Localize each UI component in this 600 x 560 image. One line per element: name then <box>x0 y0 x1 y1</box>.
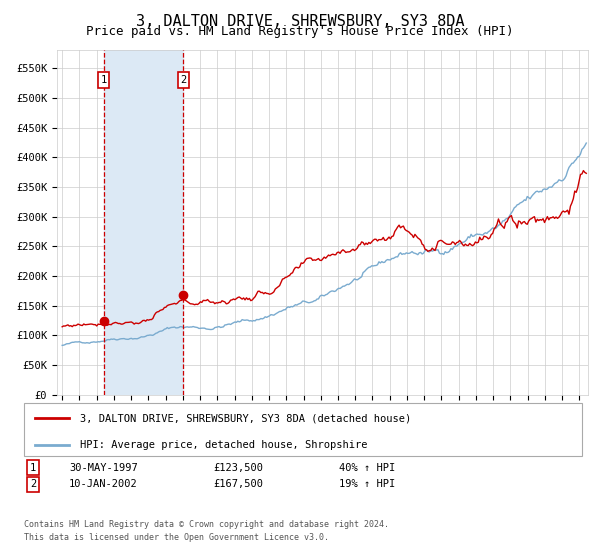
Text: Contains HM Land Registry data © Crown copyright and database right 2024.: Contains HM Land Registry data © Crown c… <box>24 520 389 529</box>
Text: 19% ↑ HPI: 19% ↑ HPI <box>339 479 395 489</box>
Text: 30-MAY-1997: 30-MAY-1997 <box>69 463 138 473</box>
Text: £167,500: £167,500 <box>213 479 263 489</box>
Bar <box>104 50 184 395</box>
Text: HPI: Average price, detached house, Shropshire: HPI: Average price, detached house, Shro… <box>80 440 367 450</box>
FancyBboxPatch shape <box>24 403 582 456</box>
Text: 10-JAN-2002: 10-JAN-2002 <box>69 479 138 489</box>
Text: 2: 2 <box>30 479 36 489</box>
Text: 1: 1 <box>30 463 36 473</box>
Text: 3, DALTON DRIVE, SHREWSBURY, SY3 8DA (detached house): 3, DALTON DRIVE, SHREWSBURY, SY3 8DA (de… <box>80 413 411 423</box>
Text: 1: 1 <box>101 75 107 85</box>
Text: 2: 2 <box>180 75 187 85</box>
Text: Price paid vs. HM Land Registry's House Price Index (HPI): Price paid vs. HM Land Registry's House … <box>86 25 514 38</box>
Text: 3, DALTON DRIVE, SHREWSBURY, SY3 8DA: 3, DALTON DRIVE, SHREWSBURY, SY3 8DA <box>136 14 464 29</box>
Text: This data is licensed under the Open Government Licence v3.0.: This data is licensed under the Open Gov… <box>24 533 329 542</box>
Text: £123,500: £123,500 <box>213 463 263 473</box>
Text: 40% ↑ HPI: 40% ↑ HPI <box>339 463 395 473</box>
